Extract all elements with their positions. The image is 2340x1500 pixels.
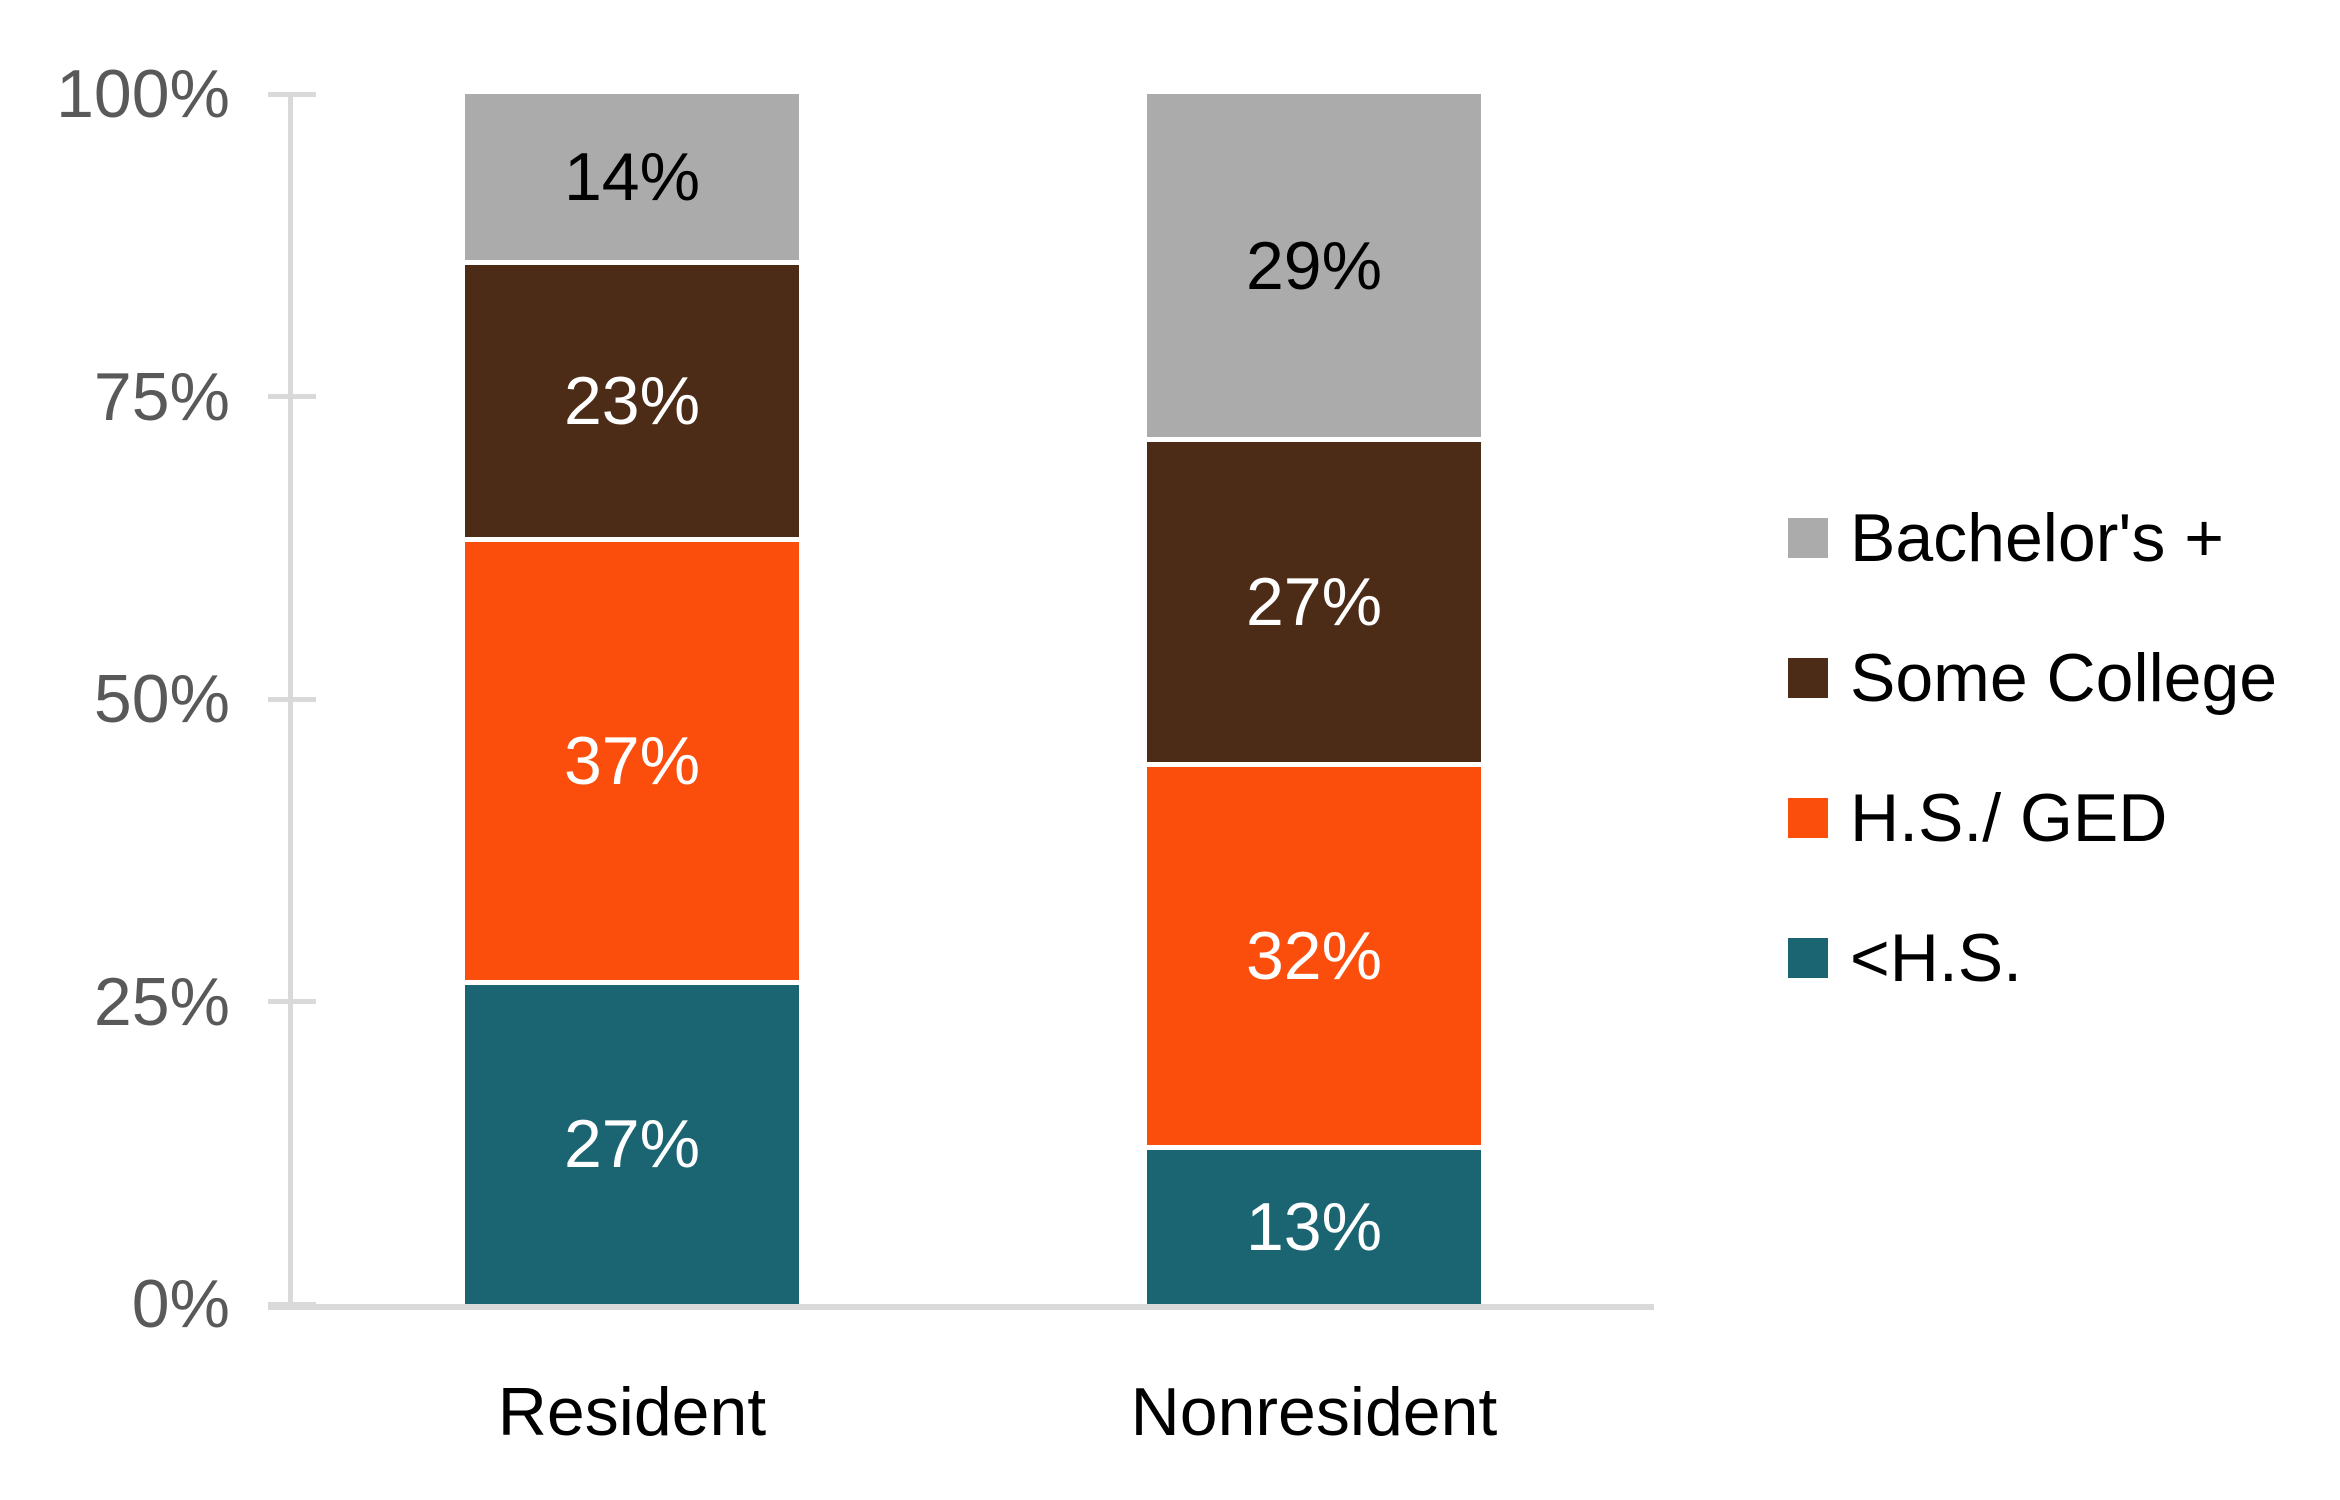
bar-segment: 27% xyxy=(465,984,799,1304)
y-axis-line xyxy=(288,94,293,1304)
y-axis-tick-label: 75% xyxy=(93,358,230,435)
bar-segment: 14% xyxy=(465,94,799,260)
y-axis-tick-label: 25% xyxy=(93,963,230,1040)
bar-segment: 23% xyxy=(465,264,799,537)
y-axis-tick-label: 0% xyxy=(131,1266,230,1342)
x-axis-baseline xyxy=(268,1304,1654,1310)
legend-label: H.S./ GED xyxy=(1850,780,2168,856)
legend-swatch xyxy=(1788,518,1828,558)
x-axis-label: Nonresident xyxy=(1130,1374,1498,1450)
bar-segment-label: 27% xyxy=(563,1106,701,1183)
legend-label: <H.S. xyxy=(1850,920,2022,996)
bar-segment-label: 27% xyxy=(1245,563,1383,640)
bar-segment-label: 29% xyxy=(1245,227,1383,304)
legend-item: Some College xyxy=(1788,644,2277,712)
legend-swatch xyxy=(1788,658,1828,698)
y-axis-tick-label: 50% xyxy=(93,661,230,737)
x-axis-label: Resident xyxy=(497,1374,767,1450)
bar-segment-label: 37% xyxy=(563,722,701,799)
bar-segment: 32% xyxy=(1147,766,1481,1146)
bar-segment-label: 13% xyxy=(1245,1189,1383,1266)
bar-segment: 13% xyxy=(1147,1150,1481,1304)
bar-segment: 27% xyxy=(1147,442,1481,762)
legend-swatch xyxy=(1788,938,1828,978)
legend-item: H.S./ GED xyxy=(1788,784,2167,852)
bar-segment-label: 23% xyxy=(563,362,701,439)
bar-segment: 29% xyxy=(1147,94,1481,438)
legend-swatch xyxy=(1788,798,1828,838)
bar-column: 14% 23% 37% 27% xyxy=(465,94,799,1304)
bar-segment-label: 14% xyxy=(563,138,701,215)
y-axis-tick-label: 100% xyxy=(56,56,230,132)
bar-segment: 37% xyxy=(465,541,799,980)
legend-label: Bachelor's + xyxy=(1850,500,2224,576)
bar-column: 29% 27% 32% 13% xyxy=(1147,94,1481,1304)
legend-item: Bachelor's + xyxy=(1788,504,2224,572)
legend-label: Some College xyxy=(1850,640,2278,716)
legend-item: <H.S. xyxy=(1788,924,2022,992)
bar-segment-label: 32% xyxy=(1245,917,1383,994)
